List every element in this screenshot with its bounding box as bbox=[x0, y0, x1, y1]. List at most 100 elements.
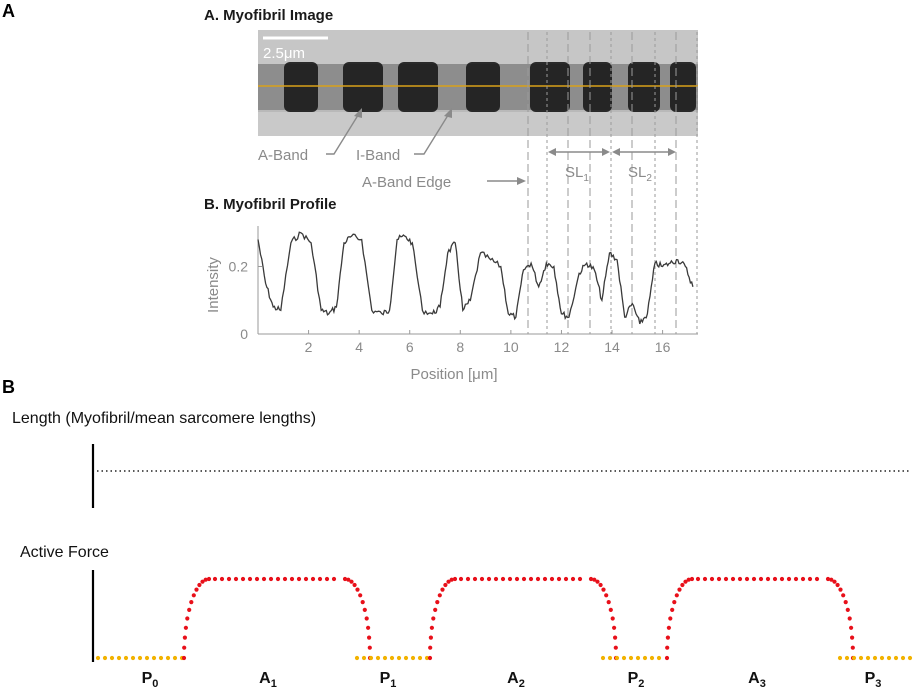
force-dot bbox=[443, 582, 448, 588]
force-dot bbox=[686, 577, 691, 582]
force-dot bbox=[604, 593, 609, 598]
force-dot bbox=[702, 576, 708, 582]
i-band-arrowhead bbox=[444, 108, 452, 118]
force-dot bbox=[181, 655, 187, 661]
force-dot bbox=[844, 655, 850, 661]
force-dot bbox=[446, 579, 451, 584]
sl2-label: SL2 bbox=[628, 164, 652, 184]
force-dot bbox=[203, 577, 208, 582]
force-dot bbox=[130, 655, 136, 661]
force-dot bbox=[577, 576, 583, 582]
force-dot bbox=[825, 576, 831, 582]
force-dot bbox=[613, 645, 618, 650]
force-dot bbox=[355, 587, 360, 592]
force-dot bbox=[649, 655, 655, 661]
force-dot bbox=[472, 576, 478, 582]
force-dot bbox=[165, 655, 171, 661]
x-tick-label: 2 bbox=[305, 339, 313, 355]
force-dot bbox=[765, 576, 771, 582]
panel-letter-a: A bbox=[2, 1, 15, 21]
a-band-label: A-Band bbox=[258, 147, 308, 164]
force-dot bbox=[800, 576, 806, 582]
force-dot bbox=[465, 576, 471, 582]
force-dot bbox=[440, 587, 445, 592]
force-dot bbox=[832, 579, 837, 584]
phase-labels: P0 A1 P1 A2 P2 A3 P3 bbox=[142, 670, 882, 690]
force-dot bbox=[807, 576, 813, 582]
sl1-arrowhead-right bbox=[602, 148, 610, 156]
force-dot bbox=[610, 616, 615, 621]
force-dot bbox=[396, 655, 402, 661]
force-dot bbox=[507, 576, 513, 582]
force-dot bbox=[635, 655, 641, 661]
force-dot bbox=[431, 616, 436, 621]
force-dot bbox=[261, 576, 267, 582]
force-dot bbox=[683, 579, 688, 584]
sl2-arrowhead-left bbox=[612, 148, 620, 156]
force-dot bbox=[275, 576, 281, 582]
force-dot bbox=[187, 607, 192, 613]
force-dot bbox=[600, 655, 606, 661]
force-dot bbox=[843, 600, 848, 605]
force-dot bbox=[666, 625, 672, 630]
force-dot bbox=[366, 625, 371, 630]
force-dot bbox=[268, 576, 274, 582]
force-dot bbox=[158, 655, 164, 661]
force-dot bbox=[598, 582, 603, 588]
image-dark-bands bbox=[284, 62, 696, 112]
force-dot bbox=[865, 655, 871, 661]
force-dot bbox=[194, 587, 199, 592]
force-dot bbox=[367, 645, 372, 650]
force-dot bbox=[123, 655, 129, 661]
y-tick-label: 0.2 bbox=[229, 259, 249, 275]
force-dot bbox=[144, 655, 150, 661]
intensity-series-line bbox=[257, 231, 694, 325]
force-dot bbox=[665, 645, 670, 650]
force-dot bbox=[206, 576, 212, 582]
force-label: Active Force bbox=[20, 544, 109, 561]
myofibril-image: 2.5μm bbox=[258, 30, 698, 136]
force-dot bbox=[879, 655, 885, 661]
force-dot bbox=[621, 655, 627, 661]
force-dot bbox=[367, 635, 372, 640]
force-dot bbox=[364, 616, 369, 621]
phase-label: P1 bbox=[380, 670, 397, 690]
scale-bar-label: 2.5μm bbox=[263, 45, 305, 62]
force-dot bbox=[837, 655, 843, 661]
force-dot bbox=[282, 576, 288, 582]
force-dot bbox=[607, 655, 613, 661]
force-dot bbox=[342, 576, 348, 582]
force-dot bbox=[361, 655, 367, 661]
force-dot bbox=[424, 655, 430, 661]
force-dot bbox=[549, 576, 555, 582]
force-dot bbox=[668, 616, 673, 621]
force-dot bbox=[872, 655, 878, 661]
phase-label: A2 bbox=[507, 670, 525, 690]
dark-band bbox=[343, 62, 383, 112]
force-dot bbox=[289, 576, 295, 582]
force-dot bbox=[542, 576, 548, 582]
force-dot bbox=[427, 655, 433, 661]
active-force-trace bbox=[95, 576, 913, 661]
force-dot bbox=[433, 607, 438, 613]
force-dot bbox=[595, 579, 600, 584]
force-dot bbox=[570, 576, 576, 582]
force-dot bbox=[435, 600, 440, 605]
force-dot bbox=[628, 655, 634, 661]
force-dot bbox=[514, 576, 520, 582]
phase-label: P3 bbox=[865, 670, 882, 690]
force-dot bbox=[847, 616, 852, 621]
force-dot bbox=[670, 607, 675, 613]
sl1-label: SL1 bbox=[565, 164, 589, 184]
force-dot bbox=[486, 576, 492, 582]
x-axis-label: Position [μm] bbox=[410, 366, 497, 383]
y-axis-label: Intensity bbox=[205, 257, 222, 313]
force-dot bbox=[664, 655, 670, 661]
force-dot bbox=[212, 576, 218, 582]
force-dot bbox=[362, 607, 367, 613]
force-dot bbox=[240, 576, 246, 582]
dark-band bbox=[530, 62, 570, 112]
x-tick-label: 6 bbox=[406, 339, 414, 355]
panel-letter-b: B bbox=[2, 377, 15, 397]
force-dot bbox=[751, 576, 757, 582]
